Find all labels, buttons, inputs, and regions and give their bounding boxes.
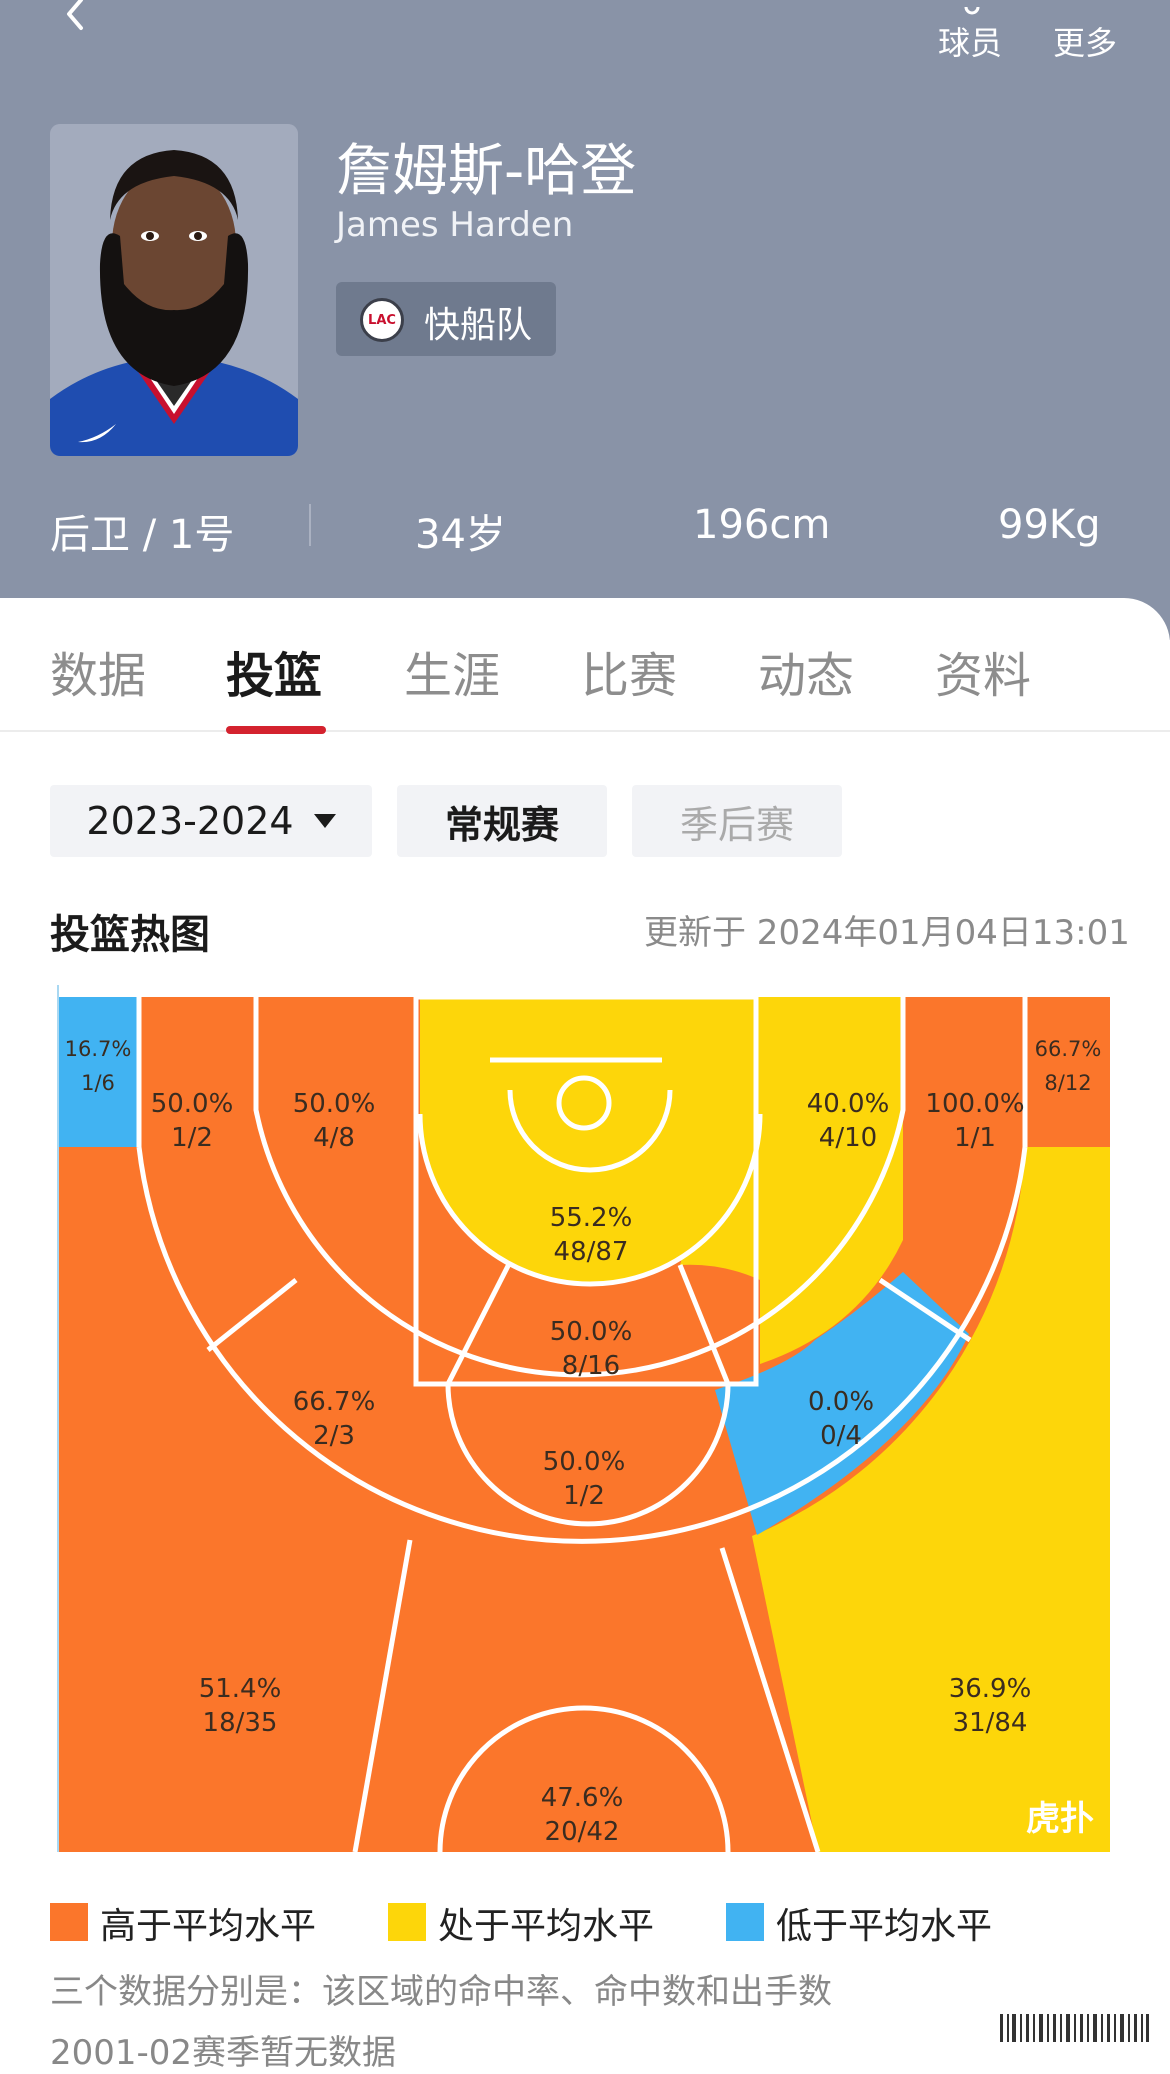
chevron-left-icon — [67, 0, 83, 30]
player-weight: 99Kg — [998, 502, 1101, 548]
heatmap-explanation: 三个数据分别是：该区域的命中率、命中数和出手数 — [50, 1972, 832, 2012]
tab-news[interactable]: 动态 — [758, 648, 855, 704]
stat-divider — [309, 504, 311, 546]
player-height: 196cm — [693, 502, 831, 548]
team-logo-text: LAC — [368, 312, 396, 328]
barcode-watermark-icon — [1000, 2012, 1150, 2044]
legend-swatch-below — [726, 1903, 764, 1941]
players-button[interactable]: 球员 — [938, 24, 1003, 62]
active-tab-indicator — [226, 726, 326, 734]
heatmap-title: 投篮热图 — [50, 912, 210, 958]
more-button[interactable]: 更多 — [1053, 24, 1118, 62]
players-icon — [962, 0, 982, 15]
player-avatar — [50, 124, 298, 456]
tab-career[interactable]: 生涯 — [404, 648, 501, 704]
tab-divider — [0, 730, 1170, 732]
season-value: 2023-2024 — [86, 799, 294, 843]
season-select[interactable]: 2023-2024 — [50, 785, 372, 857]
playoffs-button[interactable]: 季后赛 — [632, 785, 842, 857]
player-age: 34岁 — [415, 512, 506, 558]
legend-swatch-above — [50, 1903, 88, 1941]
player-name-en: James Harden — [336, 205, 574, 245]
team-logo-icon: LAC — [360, 298, 404, 342]
tab-profile[interactable]: 资料 — [935, 648, 1032, 704]
tab-games[interactable]: 比赛 — [581, 648, 678, 704]
heatmap-updated: 更新于 2024年01月04日13:01 — [644, 913, 1130, 953]
caret-down-icon — [313, 814, 336, 828]
team-name: 快船队 — [424, 305, 533, 346]
team-chip[interactable]: LAC 快船队 — [336, 282, 556, 356]
regular-season-button[interactable]: 常规赛 — [397, 785, 607, 857]
legend-swatch-average — [388, 1903, 426, 1941]
legend-label-above: 高于平均水平 — [100, 1906, 317, 1947]
back-button[interactable] — [55, 0, 95, 34]
no-data-note: 2001-02赛季暂无数据 — [50, 2033, 397, 2073]
player-name-cn: 詹姆斯-哈登 — [336, 139, 637, 204]
tab-data[interactable]: 数据 — [50, 648, 147, 704]
legend-label-average: 处于平均水平 — [438, 1906, 655, 1947]
player-position: 后卫 / 1号 — [50, 512, 235, 558]
legend-label-below: 低于平均水平 — [776, 1906, 993, 1947]
tab-shooting[interactable]: 投篮 — [226, 648, 323, 704]
